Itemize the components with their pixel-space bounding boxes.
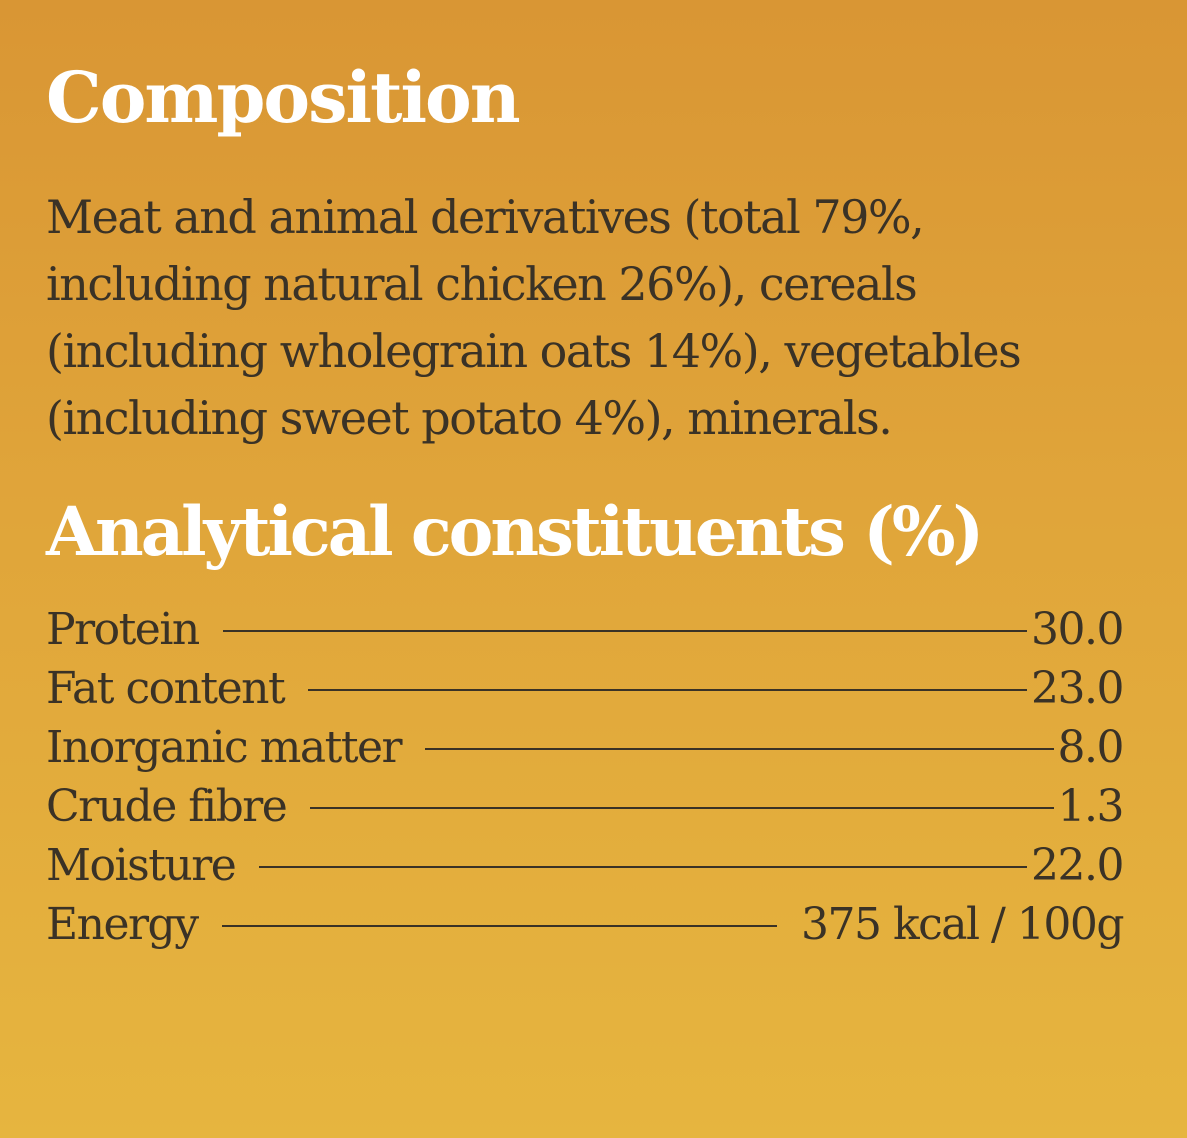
constituents-list: Protein 30.0 Fat content 23.0 Inorganic … bbox=[46, 604, 1125, 958]
leader-line bbox=[425, 748, 1054, 751]
constituent-row-crude-fibre: Crude fibre 1.3 bbox=[46, 781, 1125, 840]
composition-text: Meat and animal derivatives (total 79%, … bbox=[46, 190, 1022, 445]
analytical-constituents-heading: Analytical constituents (%) bbox=[46, 492, 984, 571]
constituent-label: Moisture bbox=[46, 840, 237, 892]
constituent-label: Inorganic matter bbox=[46, 722, 403, 774]
constituent-row-energy: Energy 375 kcal / 100g bbox=[46, 899, 1125, 958]
leader-line bbox=[221, 925, 777, 928]
constituent-row-protein: Protein 30.0 bbox=[46, 604, 1124, 663]
constituent-label: Protein bbox=[46, 604, 200, 656]
constituent-value: 22.0 bbox=[1031, 840, 1124, 892]
leader-line bbox=[308, 689, 1028, 692]
leader-line bbox=[259, 866, 1028, 869]
constituent-row-fat-content: Fat content 23.0 bbox=[46, 663, 1124, 722]
constituent-value: 8.0 bbox=[1057, 722, 1125, 774]
constituent-label: Energy bbox=[46, 899, 199, 951]
constituent-label: Fat content bbox=[46, 663, 286, 715]
constituent-row-inorganic-matter: Inorganic matter 8.0 bbox=[46, 722, 1125, 781]
constituent-label: Crude fibre bbox=[46, 781, 288, 833]
constituent-value: 30.0 bbox=[1031, 604, 1124, 656]
constituent-value: 23.0 bbox=[1031, 663, 1124, 715]
constituent-value: 375 kcal / 100g bbox=[800, 899, 1125, 951]
leader-line bbox=[310, 807, 1054, 810]
composition-heading: Composition bbox=[46, 56, 521, 139]
constituent-row-moisture: Moisture 22.0 bbox=[46, 840, 1124, 899]
constituent-value: 1.3 bbox=[1057, 781, 1125, 833]
nutrition-panel: Composition Meat and animal derivatives … bbox=[46, 56, 1126, 958]
leader-line bbox=[222, 630, 1028, 633]
